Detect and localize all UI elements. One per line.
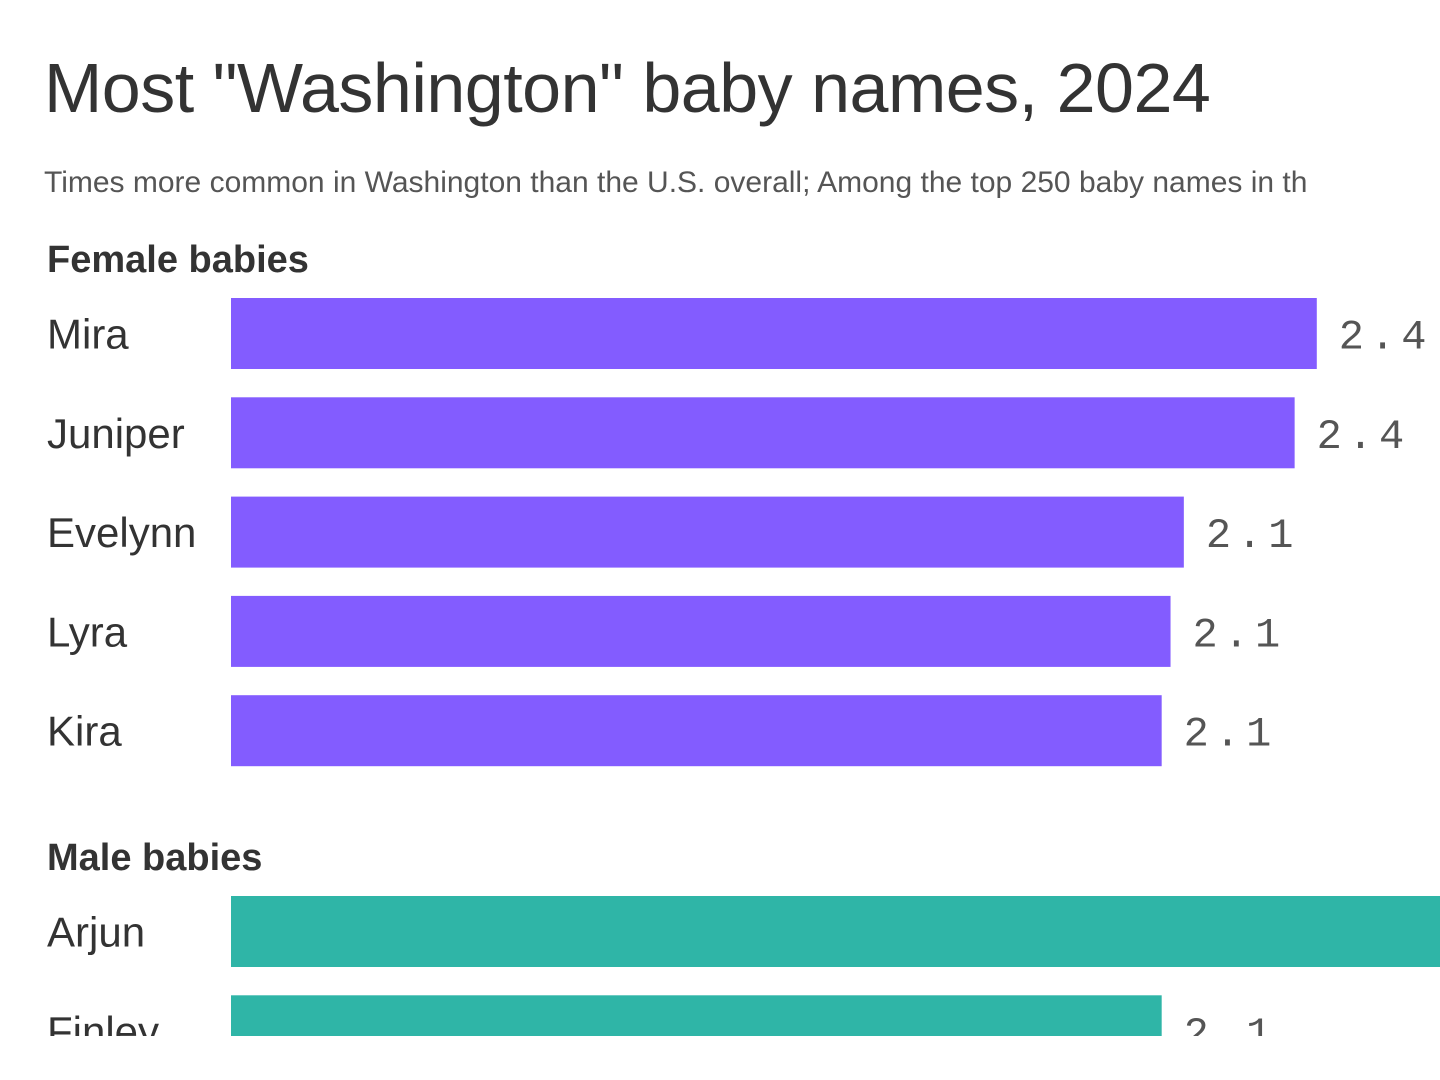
chart-subtitle: Times more common in Washington than the… <box>44 166 1308 199</box>
section-label-male-babies: Male babies <box>47 837 262 879</box>
bar-lyra <box>231 595 1171 667</box>
bar-juniper <box>231 397 1295 469</box>
bar-finley <box>231 995 1162 1036</box>
bar-mira <box>231 298 1317 369</box>
category-label-arjun: Arjun <box>47 909 145 956</box>
bar-evelynn <box>231 496 1184 568</box>
value-label-finley: 2.1 <box>1184 1011 1278 1036</box>
value-label-evelynn: 2.1 <box>1206 512 1300 560</box>
chart-area: Female babies Mira 2.4 Juniper 2.4 Evelynn 2.1… <box>47 239 1440 1036</box>
value-label-mira: 2.4 <box>1339 314 1433 362</box>
chart-title: Most "Washington" baby names, 2024 <box>44 49 1211 127</box>
category-label-finley: Finley <box>47 1008 159 1036</box>
value-label-juniper: 2.4 <box>1317 413 1411 461</box>
category-label-lyra: Lyra <box>47 608 128 655</box>
category-label-mira: Mira <box>47 311 129 358</box>
section-label-female-babies: Female babies <box>47 239 309 281</box>
bar-kira <box>231 695 1162 767</box>
value-label-kira: 2.1 <box>1184 711 1278 759</box>
bar-chart: Female babies Mira 2.4 Juniper 2.4 Evelynn 2.1… <box>47 239 1440 1036</box>
category-label-kira: Kira <box>47 708 122 755</box>
bar-arjun <box>231 896 1440 967</box>
value-label-lyra: 2.1 <box>1193 611 1287 659</box>
category-label-evelynn: Evelynn <box>47 509 196 556</box>
category-label-juniper: Juniper <box>47 410 185 457</box>
